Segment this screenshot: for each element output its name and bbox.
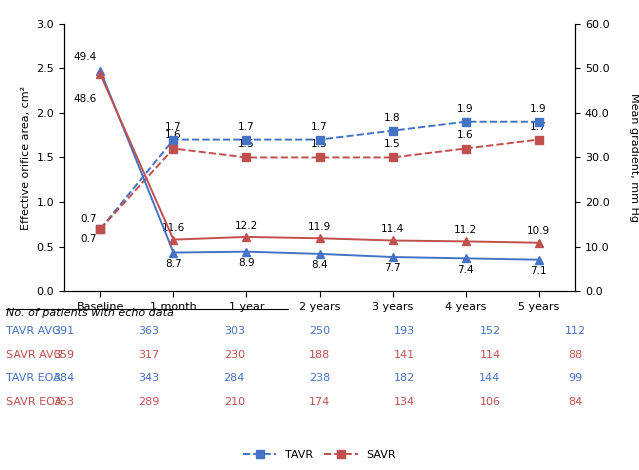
Text: No. of patients with echo data: No. of patients with echo data: [6, 308, 174, 318]
Text: 230: 230: [224, 350, 245, 360]
Text: 11.9: 11.9: [308, 222, 331, 232]
Text: 106: 106: [479, 397, 500, 407]
Text: 134: 134: [394, 397, 415, 407]
Text: 10.9: 10.9: [527, 227, 550, 236]
Text: 114: 114: [479, 350, 500, 360]
Text: 317: 317: [139, 350, 160, 360]
Text: 8.7: 8.7: [165, 259, 181, 269]
Text: 359: 359: [53, 350, 75, 360]
Legend: TAVR, SAVR: TAVR, SAVR: [238, 446, 401, 464]
Text: 1.9: 1.9: [458, 104, 474, 114]
Text: 1.7: 1.7: [311, 122, 328, 132]
Text: 238: 238: [309, 373, 330, 384]
Text: 7.4: 7.4: [458, 265, 474, 274]
Text: 48.6: 48.6: [73, 94, 96, 104]
Text: 1.8: 1.8: [384, 113, 401, 123]
Text: 11.4: 11.4: [381, 224, 404, 234]
Text: 0.7: 0.7: [81, 213, 96, 224]
Text: 1.9: 1.9: [530, 104, 547, 114]
Text: 49.4: 49.4: [73, 52, 96, 62]
Text: 210: 210: [224, 397, 245, 407]
Text: 1.5: 1.5: [238, 140, 255, 149]
Text: 11.6: 11.6: [162, 223, 185, 234]
Text: 88: 88: [568, 350, 582, 360]
Text: 112: 112: [564, 326, 586, 337]
Text: 303: 303: [224, 326, 245, 337]
Text: 289: 289: [139, 397, 160, 407]
Text: 353: 353: [54, 397, 74, 407]
Text: 1.7: 1.7: [238, 122, 255, 132]
Text: SAVR AVG: SAVR AVG: [6, 350, 63, 360]
Text: 1.5: 1.5: [311, 140, 328, 149]
Text: 284: 284: [224, 373, 245, 384]
Text: 144: 144: [479, 373, 500, 384]
Text: 363: 363: [139, 326, 160, 337]
Text: 12.2: 12.2: [235, 221, 258, 231]
Y-axis label: Mean gradient, mm Hg: Mean gradient, mm Hg: [629, 93, 639, 222]
Y-axis label: Effective orifice area, cm²: Effective orifice area, cm²: [21, 86, 31, 229]
Text: 7.1: 7.1: [530, 266, 547, 276]
Text: 193: 193: [394, 326, 415, 337]
Text: TAVR EOA: TAVR EOA: [6, 373, 61, 384]
Text: 8.4: 8.4: [311, 260, 328, 270]
Text: 1.6: 1.6: [458, 131, 474, 141]
Text: 0.7: 0.7: [81, 234, 96, 244]
Text: 174: 174: [309, 397, 330, 407]
Text: 1.7: 1.7: [165, 122, 181, 132]
Text: 182: 182: [394, 373, 415, 384]
Text: 152: 152: [479, 326, 500, 337]
Text: 1.5: 1.5: [384, 140, 401, 149]
Text: TAVR AVG: TAVR AVG: [6, 326, 61, 337]
Text: 1.7: 1.7: [530, 122, 547, 132]
Text: 99: 99: [568, 373, 582, 384]
Text: 1.6: 1.6: [165, 131, 181, 141]
Text: 7.7: 7.7: [384, 263, 401, 273]
Text: 141: 141: [394, 350, 415, 360]
Text: 391: 391: [53, 326, 75, 337]
Text: 84: 84: [568, 397, 582, 407]
Text: 188: 188: [309, 350, 330, 360]
Text: SAVR EOA: SAVR EOA: [6, 397, 63, 407]
Text: 250: 250: [309, 326, 330, 337]
Text: 11.2: 11.2: [454, 225, 477, 235]
Text: 384: 384: [53, 373, 75, 384]
Text: 8.9: 8.9: [238, 258, 255, 268]
Text: 343: 343: [139, 373, 160, 384]
